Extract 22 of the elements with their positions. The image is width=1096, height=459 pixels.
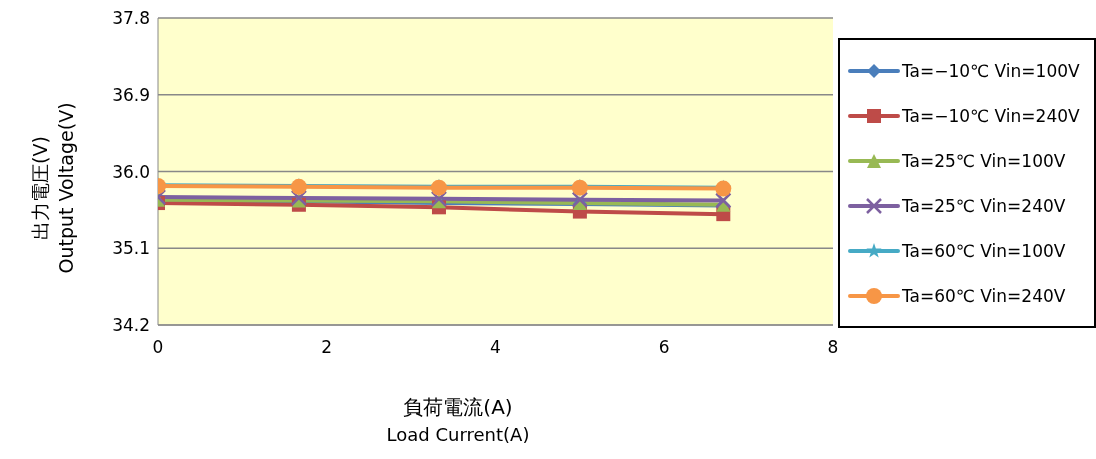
point	[290, 189, 308, 207]
x-tick-label: 4	[490, 337, 501, 358]
x-tick-label: 0	[152, 337, 164, 358]
x-tick-label: 2	[321, 337, 333, 358]
legend-label: Ta=60℃ Vin=100V	[902, 240, 1066, 261]
legend-label: Ta=−10℃ Vin=100V	[902, 60, 1080, 81]
y-tick-label: 36.0	[112, 161, 150, 182]
legend-label: Ta=25℃ Vin=100V	[902, 150, 1066, 171]
legend-label: Ta=25℃ Vin=240V	[902, 195, 1066, 216]
x-tick-label: 6	[658, 337, 670, 358]
y-tick-label: 37.8	[112, 8, 150, 29]
y-tick-label: 35.1	[112, 238, 150, 259]
y-axis-title: 出力電圧(V) Output Voltage(V)	[28, 102, 78, 274]
point	[715, 192, 732, 209]
y-tick-label: 36.9	[112, 84, 150, 105]
legend-label: Ta=60℃ Vin=240V	[902, 285, 1066, 306]
x-axis-title: 負荷電流(A) Load Current(A)	[385, 394, 531, 447]
x-tick-label: 8	[827, 337, 839, 358]
legend-label: Ta=−10℃ Vin=240V	[902, 105, 1080, 126]
y-tick-label: 34.2	[112, 315, 150, 336]
point	[571, 191, 589, 208]
point	[430, 190, 448, 208]
